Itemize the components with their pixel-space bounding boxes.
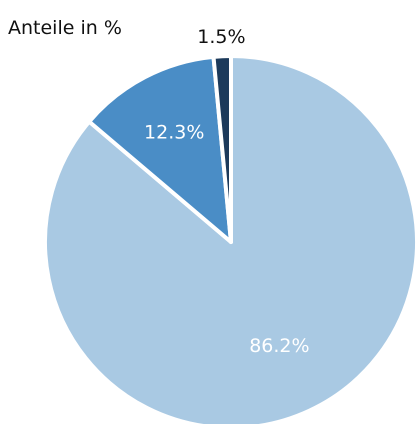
- pie-slices: [45, 56, 416, 424]
- slice-label-3: 1.5%: [197, 26, 245, 48]
- slice-label-2: 12.3%: [144, 122, 204, 144]
- slice-label-1: 86.2%: [249, 335, 309, 357]
- chart-title: Anteile in %: [8, 17, 122, 39]
